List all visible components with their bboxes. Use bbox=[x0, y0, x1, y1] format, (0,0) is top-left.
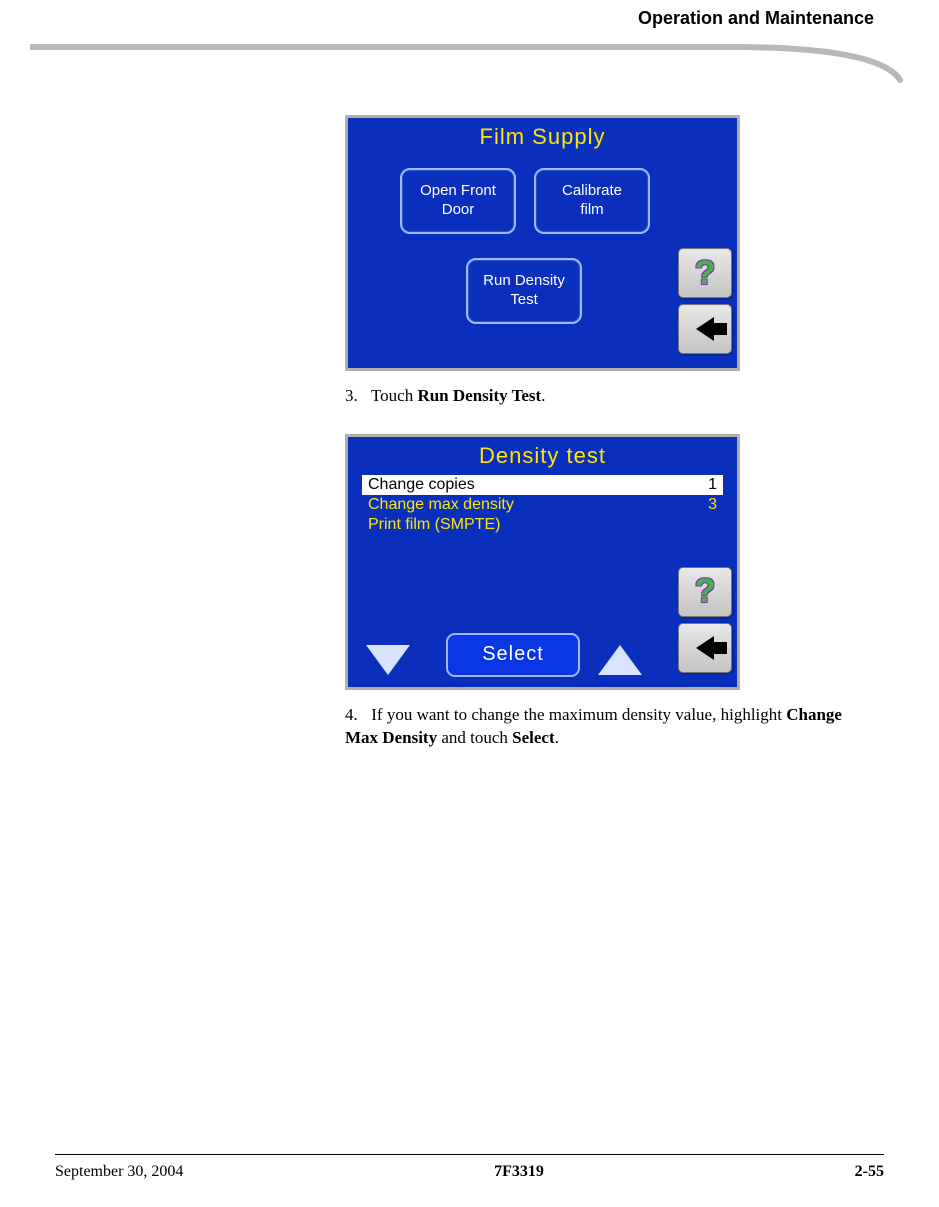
step-number: 4. bbox=[345, 704, 367, 727]
item-label: Change copies bbox=[368, 476, 475, 494]
help-icon: ? bbox=[695, 572, 716, 611]
step-4: 4. If you want to change the maximum den… bbox=[345, 704, 870, 750]
list-item-change-max-density[interactable]: Change max density 3 bbox=[362, 495, 723, 515]
page-footer: September 30, 2004 7F3319 2-55 bbox=[55, 1163, 884, 1181]
step-suffix: . bbox=[555, 728, 559, 747]
step-number: 3. bbox=[345, 385, 367, 408]
step-mid: and touch bbox=[437, 728, 512, 747]
help-button[interactable]: ? bbox=[678, 248, 732, 298]
calibrate-film-button[interactable]: Calibrate film bbox=[534, 168, 650, 234]
button-label: Open Front Door bbox=[420, 182, 496, 220]
nav-down-button[interactable] bbox=[366, 645, 410, 675]
step-3: 3. Touch Run Density Test. bbox=[345, 385, 870, 408]
screen-title: Density test bbox=[348, 437, 737, 469]
step-text: If you want to change the maximum densit… bbox=[371, 705, 786, 724]
step-bold: Run Density Test bbox=[417, 386, 541, 405]
item-value bbox=[687, 516, 717, 534]
section-header: Operation and Maintenance bbox=[638, 8, 874, 29]
step-bold2: Select bbox=[512, 728, 554, 747]
footer-date: September 30, 2004 bbox=[55, 1163, 183, 1181]
density-test-screen: Density test Change copies 1 Change max … bbox=[345, 434, 740, 690]
step-suffix: . bbox=[541, 386, 545, 405]
select-button[interactable]: Select bbox=[446, 633, 580, 677]
back-arrow-icon bbox=[696, 636, 714, 660]
run-density-test-button[interactable]: Run Density Test bbox=[466, 258, 582, 324]
footer-docid: 7F3319 bbox=[494, 1163, 544, 1181]
list-item-change-copies[interactable]: Change copies 1 bbox=[362, 475, 723, 495]
footer-rule bbox=[55, 1154, 884, 1155]
header-swoosh bbox=[30, 35, 910, 85]
button-label: Run Density Test bbox=[483, 272, 565, 310]
item-value: 3 bbox=[687, 496, 717, 514]
item-label: Change max density bbox=[368, 496, 514, 514]
help-button[interactable]: ? bbox=[678, 567, 732, 617]
item-value: 1 bbox=[687, 476, 717, 494]
step-text: Touch bbox=[371, 386, 418, 405]
back-button[interactable] bbox=[678, 304, 732, 354]
footer-page: 2-55 bbox=[855, 1163, 884, 1181]
density-test-list: Change copies 1 Change max density 3 Pri… bbox=[362, 475, 723, 535]
item-label: Print film (SMPTE) bbox=[368, 516, 500, 534]
screen-title: Film Supply bbox=[348, 118, 737, 150]
list-item-print-film[interactable]: Print film (SMPTE) bbox=[362, 515, 723, 535]
film-supply-screen: Film Supply Open Front Door Calibrate fi… bbox=[345, 115, 740, 371]
back-arrow-icon bbox=[696, 317, 714, 341]
button-label: Select bbox=[482, 643, 544, 666]
back-button[interactable] bbox=[678, 623, 732, 673]
open-front-door-button[interactable]: Open Front Door bbox=[400, 168, 516, 234]
button-label: Calibrate film bbox=[562, 182, 622, 220]
help-icon: ? bbox=[695, 254, 716, 293]
nav-up-button[interactable] bbox=[598, 645, 642, 675]
